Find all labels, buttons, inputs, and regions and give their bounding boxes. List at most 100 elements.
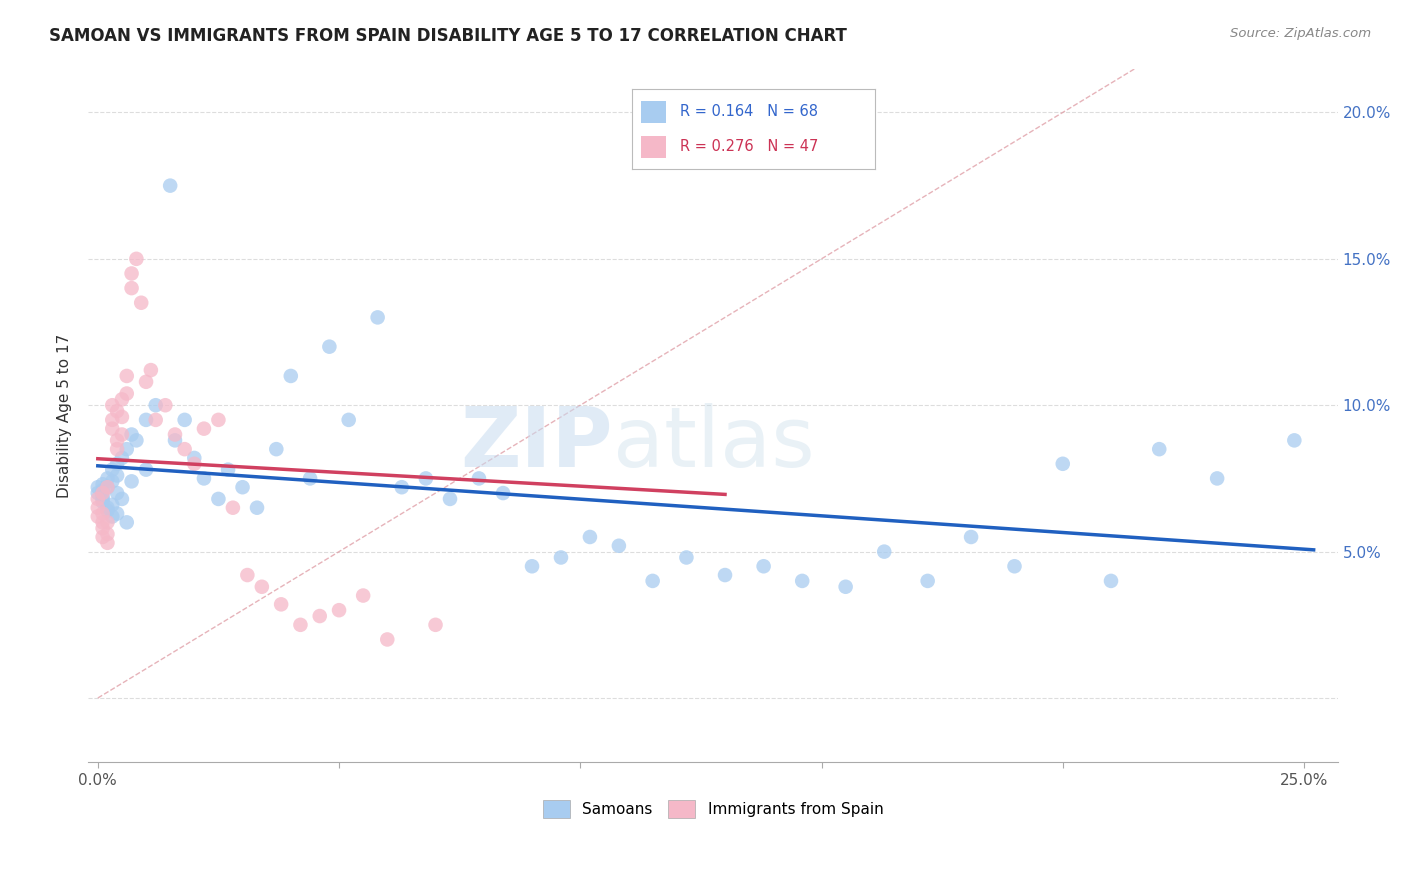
Point xyxy=(91,477,114,491)
Point xyxy=(917,574,939,588)
Text: ZIP: ZIP xyxy=(461,402,613,483)
Point xyxy=(96,536,118,550)
Point xyxy=(232,480,254,494)
Text: Source: ZipAtlas.com: Source: ZipAtlas.com xyxy=(1230,27,1371,40)
Point xyxy=(145,398,167,412)
Point xyxy=(1004,559,1026,574)
Point xyxy=(101,463,124,477)
Point xyxy=(115,386,138,401)
Point xyxy=(111,450,134,465)
Point xyxy=(246,500,269,515)
Point xyxy=(96,500,118,515)
Point xyxy=(121,475,143,489)
Text: SAMOAN VS IMMIGRANTS FROM SPAIN DISABILITY AGE 5 TO 17 CORRELATION CHART: SAMOAN VS IMMIGRANTS FROM SPAIN DISABILI… xyxy=(49,27,846,45)
Point xyxy=(87,509,110,524)
Point xyxy=(834,580,856,594)
Point xyxy=(675,550,697,565)
Point xyxy=(139,363,162,377)
Point xyxy=(91,495,114,509)
Point xyxy=(193,422,215,436)
Point xyxy=(96,480,118,494)
Point xyxy=(87,480,110,494)
Point xyxy=(105,457,128,471)
Point xyxy=(280,368,302,383)
Point xyxy=(125,252,148,266)
Point xyxy=(105,486,128,500)
Point xyxy=(115,368,138,383)
Point xyxy=(641,574,664,588)
Point xyxy=(115,516,138,530)
Point xyxy=(101,413,124,427)
Point xyxy=(101,398,124,412)
Point xyxy=(550,550,572,565)
Point xyxy=(1206,471,1229,485)
Point xyxy=(115,442,138,457)
Point xyxy=(135,463,157,477)
Point xyxy=(207,413,229,427)
Point xyxy=(135,413,157,427)
Point xyxy=(91,489,114,503)
Point xyxy=(352,589,374,603)
Point xyxy=(91,486,114,500)
Point xyxy=(752,559,775,574)
Point xyxy=(183,450,205,465)
Point xyxy=(155,398,177,412)
Point xyxy=(193,471,215,485)
Point xyxy=(129,295,152,310)
Point xyxy=(337,413,360,427)
Point xyxy=(1284,434,1306,448)
Point xyxy=(318,340,340,354)
Point xyxy=(714,568,737,582)
Point xyxy=(163,427,186,442)
Point xyxy=(87,500,110,515)
Point xyxy=(111,392,134,407)
Point xyxy=(121,267,143,281)
Point xyxy=(145,413,167,427)
Point xyxy=(792,574,814,588)
Point xyxy=(415,471,437,485)
Point xyxy=(105,507,128,521)
Point xyxy=(101,422,124,436)
Point xyxy=(87,491,110,506)
Point xyxy=(91,530,114,544)
Point xyxy=(91,491,114,506)
Point xyxy=(607,539,630,553)
Point xyxy=(111,409,134,424)
Point xyxy=(111,491,134,506)
Point xyxy=(439,491,461,506)
Point xyxy=(173,413,195,427)
Point xyxy=(87,486,110,500)
Y-axis label: Disability Age 5 to 17: Disability Age 5 to 17 xyxy=(58,334,72,498)
Point xyxy=(873,544,896,558)
Point xyxy=(91,483,114,497)
Point xyxy=(101,475,124,489)
Point xyxy=(217,463,239,477)
Point xyxy=(159,178,181,193)
Point xyxy=(266,442,288,457)
Point xyxy=(96,480,118,494)
Point xyxy=(105,404,128,418)
Point xyxy=(236,568,259,582)
Point xyxy=(125,434,148,448)
Point xyxy=(1149,442,1171,457)
Point xyxy=(1099,574,1122,588)
Point xyxy=(960,530,983,544)
Point xyxy=(183,457,205,471)
Point xyxy=(308,609,330,624)
Point xyxy=(96,503,118,517)
Point xyxy=(250,580,273,594)
Point xyxy=(135,375,157,389)
Point xyxy=(714,120,737,134)
Point xyxy=(105,442,128,457)
Text: atlas: atlas xyxy=(613,402,814,483)
Point xyxy=(391,480,413,494)
Point xyxy=(105,468,128,483)
Point xyxy=(121,427,143,442)
Point xyxy=(96,516,118,530)
Point xyxy=(328,603,350,617)
Point xyxy=(468,471,491,485)
Point xyxy=(173,442,195,457)
Point xyxy=(101,509,124,524)
Point xyxy=(91,516,114,530)
Point xyxy=(367,310,389,325)
